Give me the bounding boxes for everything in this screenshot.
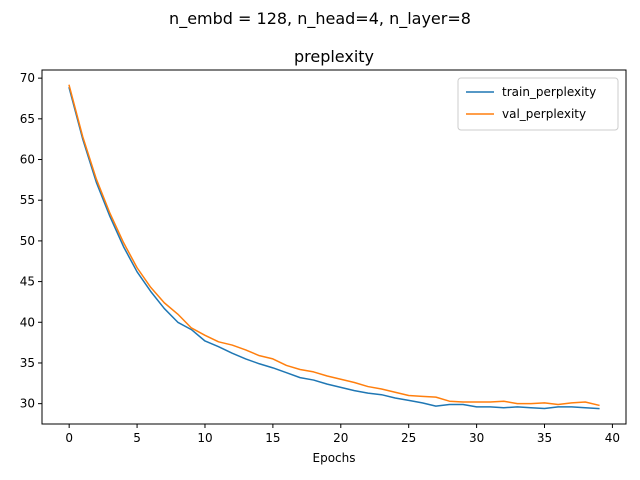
y-tick-label: 60 xyxy=(20,153,35,167)
y-tick-label: 35 xyxy=(20,356,35,370)
x-tick-label: 0 xyxy=(65,431,73,445)
plot-frame xyxy=(41,69,627,425)
series-line-val-perplexity xyxy=(68,84,600,407)
x-tick-label: 40 xyxy=(605,431,620,445)
y-tick-label: 45 xyxy=(20,275,35,289)
legend-label: val_perplexity xyxy=(502,107,586,121)
plot-area: 0 5 10 15 20 25 30 35 40 30 35 40 45 50 55 60 65 70 trai… xyxy=(20,69,627,445)
y-axis: 30 35 40 45 50 55 60 65 70 xyxy=(20,71,42,411)
y-tick-label: 65 xyxy=(20,112,35,126)
series-lines xyxy=(68,84,600,410)
y-tick-label: 50 xyxy=(20,234,35,248)
x-tick-label: 25 xyxy=(401,431,416,445)
x-tick-label: 15 xyxy=(265,431,280,445)
y-tick-label: 30 xyxy=(20,397,35,411)
x-axis-label: Epochs xyxy=(313,451,356,465)
x-axis: 0 5 10 15 20 25 30 35 40 xyxy=(65,424,620,445)
y-tick-label: 40 xyxy=(20,315,35,329)
legend-label: train_perplexity xyxy=(502,85,596,99)
series-line-train-perplexity xyxy=(68,86,600,410)
x-tick-label: 30 xyxy=(469,431,484,445)
y-tick-label: 55 xyxy=(20,193,35,207)
figure-suptitle: n_embd = 128, n_head=4, n_layer=8 xyxy=(169,9,471,29)
y-tick-label: 70 xyxy=(20,71,35,85)
x-tick-label: 35 xyxy=(537,431,552,445)
chart-title: preplexity xyxy=(294,47,374,66)
x-tick-label: 20 xyxy=(333,431,348,445)
x-tick-label: 10 xyxy=(197,431,212,445)
x-tick-label: 5 xyxy=(133,431,141,445)
legend: train_perplexity val_perplexity xyxy=(457,77,619,131)
legend-box xyxy=(457,77,619,131)
